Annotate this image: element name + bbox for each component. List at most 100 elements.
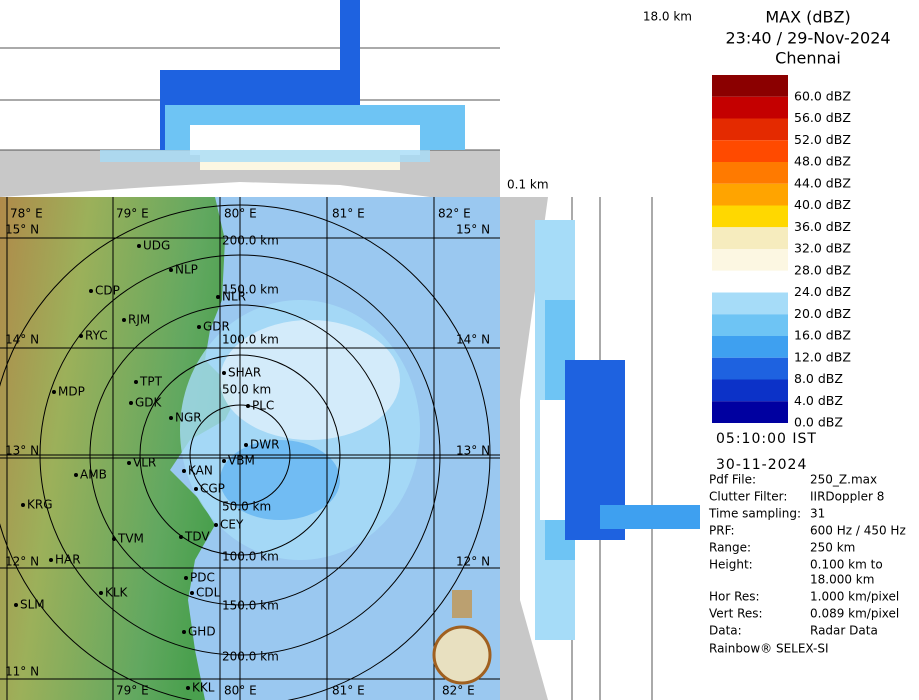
lat-label: 13° N [5,444,39,458]
place-label: RJM [128,313,150,327]
emblem-lions [452,590,472,618]
place-label: DWR [250,438,279,452]
info-key: Pdf File: [709,473,756,487]
place-dot [222,459,226,463]
legend-label: 20.0 dBZ [794,306,851,321]
legend-swatch [712,205,788,228]
range-label: 50.0 km [222,383,271,397]
legend-swatch [712,140,788,162]
lat-label: 15° N [5,223,39,237]
place-label: NGR [175,411,202,425]
place-label: TPT [139,375,163,389]
height-bottom: 0.1 km [507,178,549,192]
date: 30-11-2024 [716,457,807,473]
place-dot [74,473,78,477]
place-label: KAN [188,464,213,478]
range-label: 50.0 km [222,500,271,514]
height-top: 18.0 km [643,10,692,24]
legend-swatch [712,162,788,184]
place-label: SLM [20,598,45,612]
place-label: VBM [228,454,255,468]
legend-label: 56.0 dBZ [794,110,851,125]
place-label: NLP [175,263,198,277]
place-dot [21,503,25,507]
legend-label: 24.0 dBZ [794,284,851,299]
lon-label: 80° E [224,207,257,221]
map: 78° E 79° E 80° E 81° E 82° E 79° E 80° E 81° E… [0,197,500,700]
info-value: 250_Z.max [810,473,877,487]
place-dot [14,603,18,607]
place-label: GDR [203,320,230,334]
info-value: 0.100 km to [810,558,883,572]
lon-label: 81° E [332,684,365,698]
range-label: 200.0 km [222,650,279,664]
legend-label: 44.0 dBZ [794,175,851,190]
place-label: CEY [220,518,244,532]
legend-label: 40.0 dBZ [794,197,851,212]
legend-swatch [712,292,788,315]
place-dot [127,461,131,465]
legend-label: 8.0 dBZ [794,371,843,386]
place-dot [190,591,194,595]
place-dot [112,537,116,541]
info-key: Height: [709,558,753,572]
legend-label: 12.0 dBZ [794,349,851,364]
legend-label: 28.0 dBZ [794,262,851,277]
legend-swatch [712,357,788,380]
place-dot [197,325,201,329]
place-dot [49,558,53,562]
place-dot [99,591,103,595]
place-dot [182,469,186,473]
place-label: GDK [135,396,163,410]
lat-label: 14° N [456,333,490,347]
place-dot [186,686,190,690]
info-key: Data: [709,624,742,638]
place-dot [79,334,83,338]
place-label: HAR [55,553,81,567]
place-dot [129,401,133,405]
info-value: IIRDoppler 8 [810,490,884,504]
info-key: Range: [709,541,751,555]
place-label: PDC [190,571,215,585]
place-dot [179,535,183,539]
datetime: 23:40 / 29-Nov-2024 [725,29,890,48]
legend-swatch [712,118,788,141]
place-label: CDL [196,586,221,600]
place-label: PLC [252,399,274,413]
legend-swatch [712,183,788,206]
place-label: CGP [200,482,225,496]
place-dot [169,268,173,272]
lat-label: 12° N [5,555,39,569]
info-key: Time sampling: [708,507,801,521]
place-dot [194,487,198,491]
place-label: TDV [184,530,210,544]
place-label: MDP [58,385,85,399]
lon-label: 80° E [224,684,257,698]
lat-label: 12° N [456,555,490,569]
legend-swatch [712,314,788,336]
place-dot [169,416,173,420]
place-label: UDG [143,239,170,253]
place-label: KKL [192,681,215,695]
range-label: 100.0 km [222,550,279,564]
lat-label: 13° N [456,444,490,458]
place-dot [214,523,218,527]
place-label: SHAR [228,366,261,380]
info-key: Hor Res: [709,590,760,604]
legend-swatch [712,227,788,249]
info-value: 31 [810,507,825,521]
lat-label: 15° N [456,223,490,237]
info-value: 0.089 km/pixel [810,607,899,621]
place-dot [134,380,138,384]
side-profile [500,197,700,700]
place-dot [216,295,220,299]
lon-label: 78° E [10,207,43,221]
place-dot [182,630,186,634]
legend-swatch [712,249,788,271]
info-value: 250 km [810,541,855,555]
legend-label: 4.0 dBZ [794,393,843,408]
lon-label: 82° E [438,207,471,221]
place-dot [244,443,248,447]
place-label: VLR [133,456,156,470]
info-value: 600 Hz / 450 Hz [810,524,906,538]
